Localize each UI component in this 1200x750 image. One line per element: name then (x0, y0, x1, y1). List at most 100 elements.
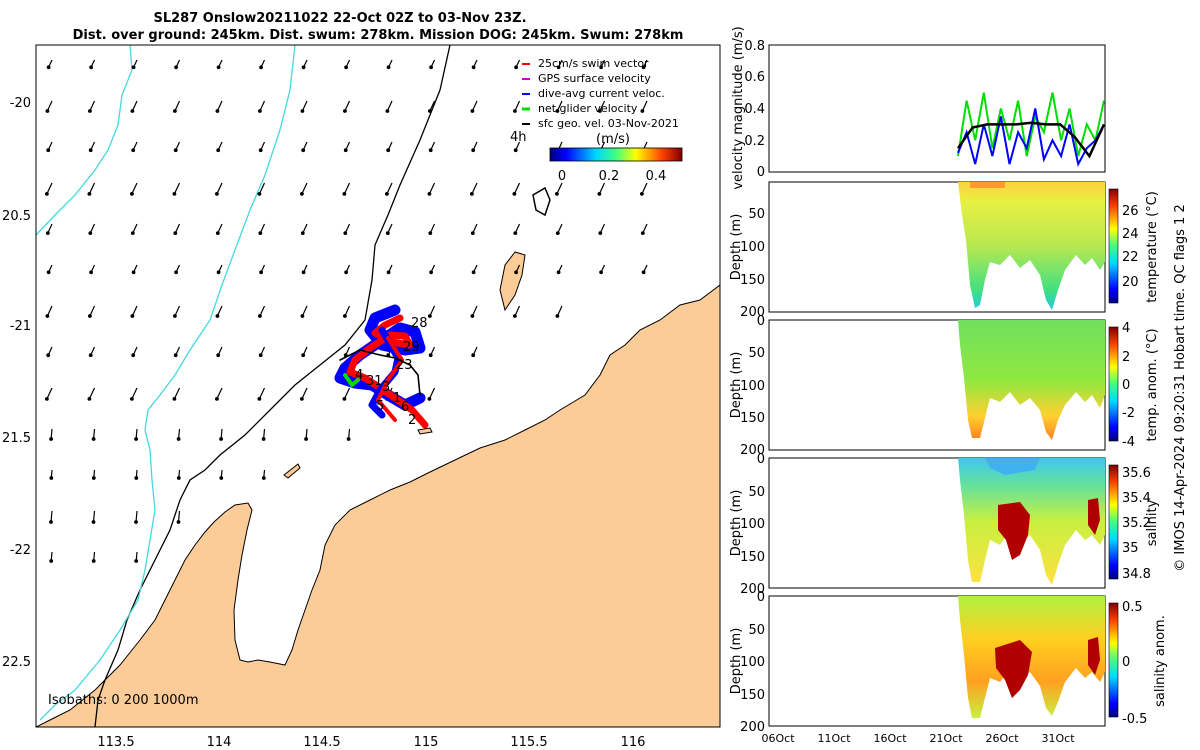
velocity-arrow-head (428, 109, 432, 113)
temp-anomaly-colorbar (1108, 326, 1119, 442)
salinity-anomaly-panel: 0 50 100 150 200 Depth (m) 0.5 0 -0.5 sa… (729, 590, 1168, 735)
velocity-arrow-head (46, 65, 51, 70)
x-tick-label: 06Oct (761, 732, 795, 745)
velocity-arrow-head (259, 65, 264, 70)
velocity-arrow-head (216, 270, 221, 275)
day-label: 31 (366, 374, 383, 389)
y-tick-label: 100 (740, 655, 765, 670)
velocity-arrow (46, 182, 53, 195)
temperature-heatmap (958, 182, 1105, 310)
day-label: 2 (408, 413, 416, 428)
velocity-arrow-head (343, 231, 348, 236)
velocity-arrow-head (131, 353, 136, 358)
velocity-arrow-head (89, 65, 93, 70)
salinity-anomaly-heatmap (958, 596, 1105, 718)
day-labels: 28 29 23 4 31 3 1 5 6 2 (355, 316, 428, 428)
y-axis-label: Depth (m) (729, 214, 744, 281)
y-tick-label: 150 (740, 550, 765, 565)
velocity-arrow (301, 182, 308, 195)
low-salinity-surface (985, 458, 1040, 475)
velocity-arrow-head (641, 270, 646, 275)
y-tick-label: 150 (740, 688, 765, 703)
salinity-anomaly-core (995, 640, 1032, 698)
salinity-panel: 0 50 100 150 200 Depth (m) 35.6 35.4 35.… (729, 452, 1160, 597)
velocity-arrow-head (513, 148, 518, 153)
map-x-ticks: 113.5 114 114.5 115 115.5 116 (97, 735, 645, 750)
colorbar-label: (m/s) (596, 132, 630, 147)
velocity-arrow-head (343, 148, 348, 153)
glider-track (334, 304, 429, 429)
velocity-arrow-head (555, 231, 560, 236)
x-tick-label: 26Oct (985, 732, 1019, 745)
y-tick-label: 20.5 (2, 209, 31, 224)
velocity-arrow-head (215, 314, 220, 318)
velocity-arrow-head (555, 192, 559, 196)
velocity-arrow (343, 387, 351, 400)
y-tick-label: 50 (748, 207, 765, 222)
colorbar-tick: 4 (1122, 321, 1130, 336)
y-tick-label: 150 (740, 411, 765, 426)
velocity-arrow-head (386, 270, 391, 275)
x-tick-label: 114.5 (303, 735, 340, 750)
velocity-arrow-head (131, 65, 136, 70)
velocity-arrow-head (301, 353, 306, 358)
velocity-arrow-head (134, 520, 138, 524)
day-label: 4 (355, 368, 363, 383)
velocity-arrow-head (174, 65, 179, 70)
velocity-arrow-head (131, 148, 136, 153)
y-tick-label: 200 (740, 443, 765, 458)
velocity-arrow-head (556, 65, 561, 70)
velocity-arrow-head (513, 314, 517, 318)
velocity-arrow-head (427, 192, 432, 196)
y-tick-label: 0.6 (744, 70, 765, 85)
colorbar-tick: 22 (1122, 250, 1139, 265)
velocity-arrow-head (471, 270, 476, 275)
velocity-arrow-head (261, 476, 266, 480)
sfc-velocity-vector-field (45, 59, 648, 563)
day-label: 3 (382, 380, 390, 395)
velocity-panel: 0 0.2 0.4 0.6 0.8 velocity magnitude (m/… (731, 26, 1106, 190)
velocity-arrow-head (301, 270, 306, 275)
island (283, 463, 301, 479)
velocity-arrow (173, 182, 181, 195)
velocity-arrow-head (91, 476, 96, 480)
velocity-arrow-head (88, 314, 92, 318)
velocity-arrow-head (88, 231, 93, 236)
velocity-arrow-head (88, 148, 93, 153)
velocity-arrow-head (640, 231, 645, 236)
velocity-arrow-head (173, 148, 178, 153)
velocity-arrow-head (470, 192, 474, 196)
velocity-arrow-head (512, 192, 517, 196)
velocity-arrow-head (219, 437, 224, 441)
velocity-arrow (428, 182, 436, 195)
velocity-arrow-head (344, 270, 349, 275)
y-tick-label: 150 (740, 273, 765, 288)
velocity-arrow-head (300, 314, 305, 318)
velocity-arrow-head (131, 270, 136, 275)
velocity-arrow-head (301, 65, 306, 70)
velocity-arrow-head (134, 559, 139, 563)
isobaths-label: Isobaths: 0 200 1000m (48, 693, 199, 708)
x-tick-label: 16Oct (873, 732, 907, 745)
velocity-arrow-head (215, 109, 220, 113)
velocity-arrow-head (346, 437, 351, 441)
legend-item: dive-avg current veloc. (538, 87, 665, 100)
colorbar-tick: -0.5 (1122, 712, 1147, 727)
velocity-arrow (343, 182, 351, 195)
velocity-arrow (428, 387, 436, 400)
y-tick-label: -20 (10, 96, 31, 111)
velocity-arrow-head (261, 437, 266, 441)
y-tick-label: 22.5 (2, 655, 31, 670)
colorbar-tick: 34.8 (1122, 567, 1151, 582)
map-panel: 28 29 23 4 31 3 1 5 6 2 Isobaths: 0 200 … (2, 44, 721, 750)
salinity-colorbar (1108, 464, 1119, 580)
velocity-arrow-head (45, 192, 49, 196)
y-tick-label: -22 (10, 543, 31, 558)
x-tick-label: 113.5 (97, 735, 134, 750)
y-tick-label: 50 (748, 485, 765, 500)
velocity-arrow-head (258, 148, 263, 153)
velocity-arrow-head (259, 270, 264, 275)
y-tick-label: 0.2 (744, 134, 765, 149)
velocity-arrow-head (215, 192, 219, 196)
x-tick-label: 11Oct (817, 732, 851, 745)
